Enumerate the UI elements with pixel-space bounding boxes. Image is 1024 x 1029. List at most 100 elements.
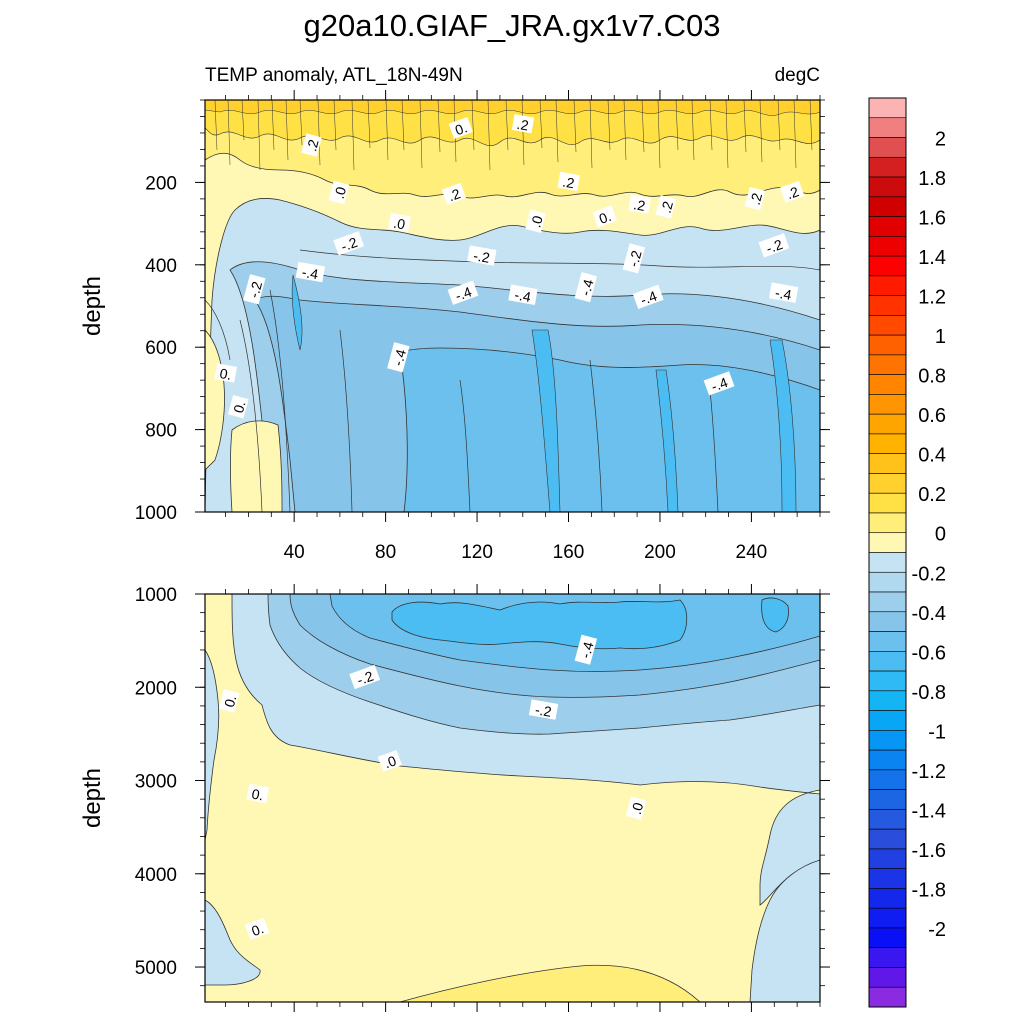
colorbar-label: 1.6 bbox=[918, 208, 946, 230]
chart-subtitle-variable: TEMP anomaly, ATL_18N-49N bbox=[205, 65, 463, 86]
upper-contour-label-text: -.4 bbox=[638, 287, 659, 308]
colorbar-label: -0.4 bbox=[912, 603, 946, 625]
upper-streak-2 bbox=[655, 369, 679, 512]
colorbar-frame bbox=[868, 97, 907, 1008]
upper-contour-label: -.4 bbox=[703, 371, 735, 396]
upper-xtick-label: 40 bbox=[284, 542, 305, 563]
colorbar-box bbox=[868, 334, 907, 356]
upper-contour-label-bg bbox=[295, 261, 326, 283]
lower-contour-label: 0. bbox=[245, 917, 270, 940]
lower-contour-label-text: 0. bbox=[250, 786, 264, 804]
colorbar-box bbox=[868, 571, 907, 593]
upper-contour-label-text: .0 bbox=[392, 215, 406, 233]
colorbar-label: 2 bbox=[935, 129, 946, 151]
upper-contour-label-text: .0 bbox=[331, 185, 350, 201]
colorbar: 2 1.8 1.6 1.4 1.2 1 0.8 0.6 0.4 0.2 0 -0.2 -0.4 -0.6 -… bbox=[868, 97, 946, 1008]
colorbar-box bbox=[868, 413, 907, 435]
colorbar-box bbox=[868, 868, 907, 889]
lower-contour-label-bg bbox=[574, 634, 598, 665]
lower-contour-label-text: .0 bbox=[382, 752, 399, 771]
upper-contour-label: .0 bbox=[525, 209, 546, 234]
colorbar-box bbox=[868, 255, 907, 277]
upper-contour-label: -.4 bbox=[387, 342, 410, 373]
lower-contour-label-text: -.2 bbox=[534, 701, 553, 720]
lower-contour-band-neg-0.5b bbox=[761, 597, 789, 633]
upper-contour-label: .2 bbox=[655, 195, 677, 219]
colorbar-label: -1.6 bbox=[912, 840, 946, 862]
upper-ytick-label: 800 bbox=[145, 421, 177, 442]
upper-contour-label-text: .2 bbox=[658, 199, 677, 215]
colorbar-box bbox=[868, 374, 907, 395]
colorbar-box bbox=[868, 947, 907, 968]
lower-contour-label-bg bbox=[528, 699, 559, 720]
upper-contour-label-text: -.4 bbox=[513, 286, 532, 305]
upper-contour-label-bg bbox=[328, 180, 350, 205]
upper-streak-4 bbox=[291, 274, 303, 351]
lower-contour-label-text: 0. bbox=[221, 694, 239, 709]
lower-ytick-label: 5000 bbox=[135, 958, 177, 979]
upper-contour-label-text: -.2 bbox=[339, 234, 360, 255]
upper-contour-label: .2 bbox=[441, 182, 466, 205]
upper-contour-label-text: -.2 bbox=[625, 248, 645, 268]
contour-labels-layer: .2 0. .2 .0 .2 .2 .2 .2 .2 .2 0. .0 .0 -.2 -.2 -.2 -.2 -.… bbox=[214, 114, 805, 940]
colorbar-label: -0.6 bbox=[912, 642, 946, 664]
upper-contour-label-bg bbox=[467, 245, 497, 266]
colorbar-box bbox=[868, 275, 907, 296]
lower-contour-label: -.2 bbox=[528, 699, 559, 720]
upper-contour-band-neg-0.4 bbox=[399, 347, 820, 512]
upper-contour-label-bg bbox=[622, 243, 646, 274]
colorbar-box bbox=[868, 710, 907, 731]
upper-contour-label-text: .0 bbox=[527, 214, 546, 230]
colorbar-label: -2 bbox=[928, 919, 946, 941]
colorbar-box bbox=[868, 591, 907, 613]
colorbar-box bbox=[868, 453, 907, 474]
colorbar-label: 0 bbox=[935, 524, 946, 546]
upper-xtick-label: 200 bbox=[644, 542, 676, 563]
upper-contour-label: -.2 bbox=[333, 231, 365, 256]
upper-xtick-label: 80 bbox=[375, 542, 396, 563]
upper-warm-patch-deep bbox=[230, 420, 283, 512]
colorbar-label: 1.4 bbox=[918, 247, 946, 269]
colorbar-box bbox=[868, 730, 907, 751]
colorbar-box bbox=[868, 749, 907, 771]
colorbar-label: -0.8 bbox=[912, 682, 946, 704]
colorbar-label: 0.6 bbox=[918, 405, 946, 427]
upper-contour-label-bg bbox=[703, 371, 735, 396]
lower-panel-field bbox=[205, 594, 820, 1002]
lower-contour-band-neg-0.5 bbox=[391, 599, 688, 650]
lower-contour-label: .0 bbox=[625, 796, 647, 820]
upper-xtick-label: 240 bbox=[736, 542, 768, 563]
lower-contour-label-text: 0. bbox=[249, 920, 265, 939]
colorbar-box bbox=[868, 433, 907, 454]
upper-contour-label-bg bbox=[592, 205, 617, 228]
colorbar-box bbox=[868, 789, 907, 810]
colorbar-box bbox=[868, 492, 907, 514]
lower-contour-label-bg bbox=[218, 689, 240, 713]
upper-contour-label-bg bbox=[574, 272, 598, 303]
colorbar-box bbox=[868, 176, 907, 198]
upper-contour-label-bg bbox=[744, 186, 766, 211]
upper-contour-label-bg bbox=[632, 284, 664, 309]
lower-left-cold-strip bbox=[205, 649, 220, 841]
colorbar-label: 0.8 bbox=[918, 366, 946, 388]
upper-contour-label-text: -.2 bbox=[245, 279, 265, 299]
colorbar-label: 1.2 bbox=[918, 287, 946, 309]
lower-contour-label-text: .0 bbox=[628, 801, 647, 817]
upper-contour-label-text: .2 bbox=[632, 196, 646, 214]
upper-contour-label-bg bbox=[508, 284, 538, 305]
upper-contour-label-bg bbox=[387, 342, 410, 373]
lower-frame bbox=[204, 593, 821, 1003]
colorbar-box bbox=[868, 809, 907, 830]
colorbar-box bbox=[868, 117, 907, 138]
lower-contour-label: .0 bbox=[377, 749, 402, 772]
upper-contour-label: 0. bbox=[592, 205, 617, 228]
colorbar-box bbox=[868, 927, 907, 949]
upper-contour-label: 0. bbox=[448, 116, 473, 139]
colorbar-box bbox=[868, 216, 907, 237]
colorbar-label: -1.4 bbox=[912, 800, 946, 822]
upper-contour-label-text: -.4 bbox=[389, 347, 409, 367]
upper-contour-label-bg bbox=[301, 133, 322, 157]
upper-contour-label-text: .2 bbox=[516, 116, 530, 134]
upper-contour-label: -.2 bbox=[758, 233, 790, 258]
